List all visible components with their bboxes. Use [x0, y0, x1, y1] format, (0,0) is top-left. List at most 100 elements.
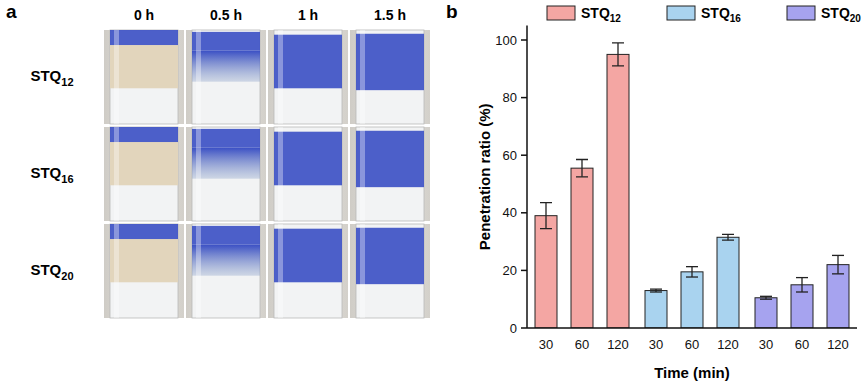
bars [535, 43, 849, 328]
error-cap [796, 291, 808, 292]
vial-photo [268, 224, 348, 318]
vial-glass [274, 224, 342, 318]
vial-dye [274, 132, 342, 186]
y-tick-label: 20 [503, 263, 517, 278]
error-cap [650, 291, 662, 292]
photo-background [186, 127, 266, 221]
error-stem [545, 203, 546, 229]
error-cap [832, 255, 844, 256]
error-cap [650, 288, 662, 289]
error-cap [796, 277, 808, 278]
vial-dye [110, 224, 178, 239]
y-tick-label: 60 [503, 148, 517, 163]
text-base: STQ [30, 164, 61, 181]
error-cap [760, 299, 772, 300]
vial-photo [186, 30, 266, 124]
vial-highlight [196, 30, 201, 124]
row-label: STQ16 [30, 164, 73, 185]
legend-swatch [547, 6, 575, 20]
column-label: 0 h [134, 7, 154, 23]
vial-highlight [278, 127, 283, 221]
error-stem [837, 255, 838, 273]
error-bar [686, 267, 698, 277]
error-bar [540, 203, 552, 229]
error-bar [650, 289, 662, 292]
vial-glass [274, 127, 342, 221]
vial-dye [192, 226, 260, 245]
vial-glass [192, 30, 260, 124]
vial-photo [268, 30, 348, 124]
x-tick-label: 120 [717, 337, 739, 352]
vial-photo [104, 30, 184, 124]
x-tick-label: 60 [795, 337, 809, 352]
error-cap [686, 266, 698, 267]
legend-swatch [667, 6, 695, 20]
vial-highlight [360, 127, 365, 221]
vial-highlight [196, 127, 201, 221]
vial-glass [110, 30, 178, 124]
photo-background [350, 224, 430, 318]
vial-highlight [196, 224, 201, 318]
photo-background [104, 127, 184, 221]
y-tick [521, 97, 527, 99]
vial-glass [356, 127, 424, 221]
error-cap [540, 228, 552, 229]
error-cap [722, 234, 734, 235]
error-cap [576, 159, 588, 160]
x-tick-label: 60 [685, 337, 699, 352]
vial-highlight [278, 224, 283, 318]
vial-photo [186, 127, 266, 221]
vial-gel [110, 142, 178, 185]
panel-label: a [6, 1, 17, 22]
vial-glass [110, 224, 178, 318]
panel-label: b [446, 1, 458, 22]
vial-photo [350, 30, 430, 124]
y-tick [521, 327, 527, 329]
vial-highlight [360, 30, 365, 124]
x-tick-label: 30 [649, 337, 663, 352]
error-cap [760, 296, 772, 297]
vial-glass [192, 224, 260, 318]
vial-dye [110, 30, 178, 45]
legend-swatch [787, 6, 815, 20]
y-tick [521, 270, 527, 272]
figure-root: a0 h0.5 h1 h1.5 hSTQ12STQ16STQ20b3060120… [0, 0, 865, 386]
vial-highlight [360, 224, 365, 318]
vial-glass [110, 127, 178, 221]
vial-glass [192, 127, 260, 221]
vial-photo [104, 224, 184, 318]
bar [755, 298, 777, 328]
vial-gel [110, 239, 178, 282]
legend-label: STQ16 [701, 5, 741, 24]
vial-dye [356, 228, 424, 284]
text-subscript: 12 [610, 13, 622, 24]
y-tick-label: 40 [503, 205, 517, 220]
vial-photo [104, 127, 184, 221]
error-cap [686, 276, 698, 277]
bar [681, 272, 703, 328]
text-base: STQ [821, 5, 850, 21]
error-bar [760, 296, 772, 299]
panel-a: a0 h0.5 h1 h1.5 hSTQ12STQ16STQ20 [6, 1, 430, 318]
text-subscript: 16 [730, 13, 742, 24]
photo-background [104, 224, 184, 318]
text-base: STQ [30, 67, 61, 84]
x-tick-label: 120 [607, 337, 629, 352]
error-bar [722, 234, 734, 240]
x-tick-label: 120 [827, 337, 849, 352]
vial-highlight [114, 30, 119, 124]
text-base: STQ [701, 5, 730, 21]
text-subscript: 20 [61, 270, 73, 282]
y-tick [521, 39, 527, 41]
error-cap [540, 202, 552, 203]
vial-dye-diffusion [192, 51, 260, 82]
photo-background [350, 127, 430, 221]
vial-dye [192, 129, 260, 148]
bar [571, 168, 593, 328]
text-subscript: 16 [61, 173, 73, 185]
x-tick-label: 30 [539, 337, 553, 352]
vial-gel [110, 45, 178, 88]
legend-label: STQ20 [821, 5, 861, 24]
error-cap [612, 42, 624, 43]
vial-photo [350, 224, 430, 318]
